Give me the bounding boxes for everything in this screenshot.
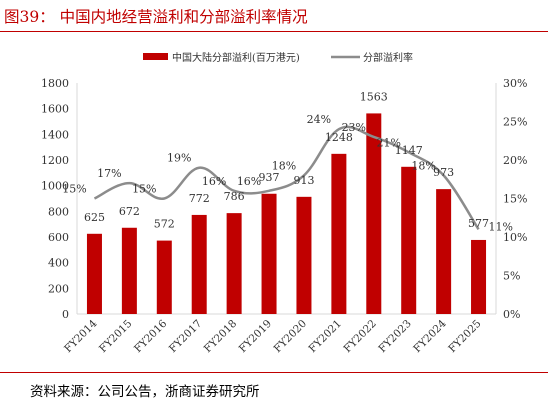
margin-value-label: 21% — [376, 136, 400, 149]
bar-value-label: 937 — [259, 171, 280, 184]
y2-tick-label: 20% — [503, 154, 527, 167]
x-tick-label: FY2024 — [411, 317, 449, 355]
x-tick-label: FY2014 — [62, 317, 100, 355]
bar-value-label: 625 — [84, 211, 105, 224]
y-tick-label: 800 — [48, 205, 69, 218]
x-tick-label: FY2017 — [167, 318, 204, 355]
y-tick-label: 1400 — [41, 128, 69, 141]
y-tick-label: 200 — [48, 282, 69, 295]
x-tick-label: FY2015 — [97, 318, 134, 355]
x-tick-label: FY2018 — [202, 318, 239, 355]
margin-value-label: 18% — [411, 159, 435, 172]
bar — [436, 189, 452, 314]
bar — [156, 240, 172, 314]
axes: 0 200 400 600 800 1000 1200 1400 1600 1800 0% 5% 10%… — [41, 77, 527, 355]
bar-value-label: 1248 — [325, 131, 353, 144]
margin-value-label: 19% — [167, 152, 191, 165]
margin-value-label: 16% — [202, 175, 226, 188]
x-tick-label: FY2022 — [341, 318, 378, 355]
margin-value-label: 15% — [132, 183, 156, 196]
legend-line-label: 分部溢利率 — [363, 51, 413, 64]
bar — [471, 239, 487, 314]
margin-value-label: 23% — [342, 121, 366, 134]
y-tick-label: 1600 — [41, 103, 69, 116]
x-tick-label: FY2021 — [307, 318, 344, 355]
title-divider — [0, 31, 548, 32]
y-tick-label: 600 — [48, 231, 69, 244]
x-tick-label: FY2023 — [376, 318, 413, 355]
bar — [401, 166, 417, 314]
margin-value-label: 24% — [307, 113, 331, 126]
margin-value-label: 11% — [489, 220, 513, 233]
chart: 中国大陆分部溢利(百万港元) 分部溢利率 0 200 400 600 800 1000 12… — [41, 51, 527, 355]
bar — [296, 196, 312, 314]
y2-tick-label: 15% — [503, 193, 527, 206]
bar — [366, 113, 382, 314]
margin-value-label: 15% — [62, 183, 86, 196]
y-tick-label: 400 — [48, 257, 69, 270]
x-tick-label: FY2020 — [272, 318, 309, 355]
margin-value-label: 18% — [272, 159, 296, 172]
y2-tick-label: 0% — [503, 308, 520, 321]
y-tick-label: 1200 — [41, 154, 69, 167]
bar-value-label: 973 — [433, 166, 454, 179]
legend: 中国大陆分部溢利(百万港元) 分部溢利率 — [143, 51, 413, 64]
y2-tick-label: 25% — [503, 116, 527, 129]
bar-value-label: 1563 — [360, 90, 388, 103]
bar-value-label: 672 — [119, 205, 140, 218]
y2-tick-label: 30% — [503, 77, 527, 90]
margin-value-label: 17% — [97, 167, 121, 180]
figure-title: 图39： 中国内地经营溢利和分部溢利率情况 — [4, 8, 308, 26]
bars — [86, 113, 487, 314]
legend-bar-label: 中国大陆分部溢利(百万港元) — [172, 51, 300, 64]
bar — [86, 233, 102, 314]
bar — [261, 193, 277, 314]
bar-value-label: 1147 — [395, 144, 423, 157]
bar-value-label: 913 — [293, 174, 314, 187]
bar-value-label: 786 — [224, 190, 245, 203]
margin-line — [93, 125, 480, 230]
y-tick-label: 0 — [62, 308, 69, 321]
bar — [226, 213, 242, 314]
margin-line-path — [93, 125, 480, 230]
y-tick-label: 1000 — [41, 180, 69, 193]
bar-value-label: 577 — [468, 217, 489, 230]
y2-tick-label: 5% — [503, 270, 520, 283]
y-tick-label: 1800 — [41, 77, 69, 90]
bar-value-label: 772 — [189, 192, 210, 205]
x-tick-label: FY2019 — [237, 318, 274, 355]
x-tick-label: FY2016 — [132, 317, 170, 355]
bar — [121, 227, 137, 314]
source-note: 资料来源：公司公告，浙商证券研究所 — [30, 384, 260, 400]
margin-value-label: 16% — [237, 175, 261, 188]
footer-divider — [0, 372, 548, 373]
bar-value-label: 572 — [154, 218, 175, 231]
bar — [331, 153, 347, 314]
legend-bar-swatch — [143, 53, 168, 60]
y2-tick-label: 10% — [503, 231, 527, 244]
x-tick-label: FY2025 — [446, 318, 483, 355]
bar — [191, 214, 207, 314]
